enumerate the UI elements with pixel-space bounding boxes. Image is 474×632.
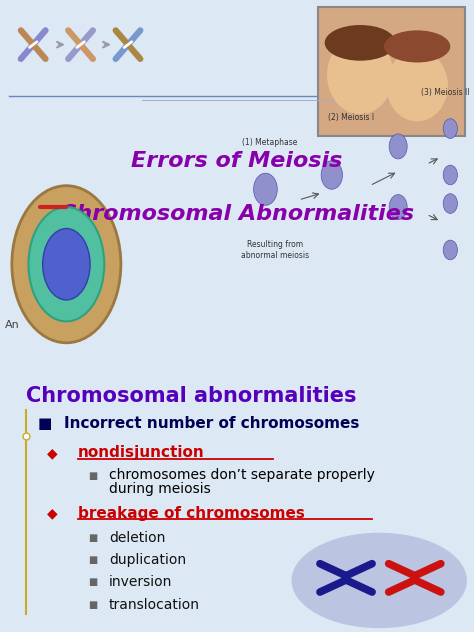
Text: breakage of chromosomes: breakage of chromosomes	[78, 506, 305, 521]
Ellipse shape	[386, 50, 448, 121]
Text: (1) Metaphase: (1) Metaphase	[243, 138, 298, 147]
Text: ■: ■	[88, 556, 97, 565]
Text: ■: ■	[88, 471, 97, 481]
Text: An: An	[5, 320, 19, 330]
Text: deletion: deletion	[109, 531, 165, 545]
Ellipse shape	[443, 119, 457, 138]
Ellipse shape	[43, 229, 90, 300]
FancyBboxPatch shape	[318, 7, 465, 136]
Text: Errors of Meiosis: Errors of Meiosis	[131, 150, 343, 171]
Text: (3) Meiosis II: (3) Meiosis II	[421, 88, 470, 97]
Text: (2) Meiosis I: (2) Meiosis I	[328, 113, 374, 123]
Ellipse shape	[443, 165, 457, 185]
Ellipse shape	[292, 533, 467, 628]
Text: Incorrect number of chromosomes: Incorrect number of chromosomes	[64, 416, 359, 430]
Text: ◆: ◆	[47, 446, 58, 460]
Text: duplication: duplication	[109, 554, 186, 568]
Text: during meiosis: during meiosis	[109, 482, 211, 496]
Text: ■: ■	[88, 600, 97, 610]
Ellipse shape	[389, 195, 407, 219]
Ellipse shape	[384, 30, 450, 63]
Ellipse shape	[443, 240, 457, 260]
Text: ■: ■	[88, 578, 97, 588]
Text: ■: ■	[88, 533, 97, 543]
Text: Chromosomal Abnormalities: Chromosomal Abnormalities	[60, 204, 414, 224]
Text: inversion: inversion	[109, 576, 173, 590]
Text: ◆: ◆	[47, 506, 58, 520]
Ellipse shape	[254, 173, 277, 205]
Ellipse shape	[321, 161, 342, 189]
Text: nondisjunction: nondisjunction	[78, 446, 205, 460]
Text: Chromosomal abnormalities: Chromosomal abnormalities	[26, 386, 356, 406]
Ellipse shape	[12, 186, 121, 343]
Text: translocation: translocation	[109, 598, 200, 612]
Ellipse shape	[443, 194, 457, 214]
Ellipse shape	[28, 207, 104, 321]
Ellipse shape	[389, 134, 407, 159]
Text: chromosomes don’t separate properly: chromosomes don’t separate properly	[109, 468, 375, 482]
Ellipse shape	[325, 25, 396, 61]
Text: ■: ■	[38, 416, 52, 430]
Text: Resulting from
abnormal meiosis: Resulting from abnormal meiosis	[241, 240, 309, 260]
Ellipse shape	[327, 35, 393, 114]
